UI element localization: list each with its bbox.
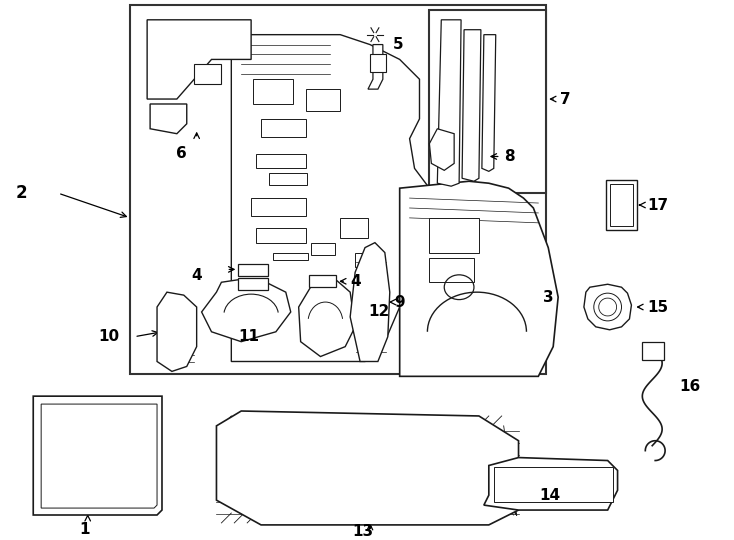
Bar	[256, 228, 305, 242]
Text: 3: 3	[543, 289, 554, 305]
Text: 13: 13	[352, 524, 374, 539]
Bar	[494, 468, 613, 502]
Text: 4: 4	[192, 268, 203, 283]
Text: 14: 14	[539, 488, 561, 503]
Text: 1: 1	[79, 522, 90, 537]
Polygon shape	[429, 129, 454, 170]
Bar	[269, 173, 307, 185]
Bar	[610, 184, 633, 226]
Bar	[194, 64, 222, 84]
Text: 7: 7	[560, 92, 571, 106]
Polygon shape	[202, 279, 291, 342]
Bar	[606, 180, 637, 230]
Polygon shape	[41, 404, 157, 508]
Text: 2: 2	[15, 184, 27, 202]
Text: 11: 11	[239, 329, 260, 344]
Polygon shape	[299, 279, 355, 356]
Bar	[429, 258, 474, 282]
Polygon shape	[147, 20, 251, 99]
Bar	[131, 5, 546, 374]
Bar	[429, 10, 546, 193]
Bar	[273, 253, 308, 260]
Polygon shape	[482, 35, 495, 171]
Text: 9: 9	[395, 294, 405, 309]
Text: 10: 10	[98, 329, 120, 344]
Text: 17: 17	[647, 198, 669, 213]
Polygon shape	[231, 35, 429, 361]
Polygon shape	[584, 284, 631, 330]
Polygon shape	[462, 30, 481, 181]
Bar	[253, 79, 293, 104]
Bar	[355, 253, 377, 267]
Bar	[341, 218, 368, 238]
Bar	[310, 242, 335, 254]
Bar	[305, 89, 341, 111]
Polygon shape	[157, 292, 197, 372]
Text: 12: 12	[368, 305, 389, 320]
Polygon shape	[484, 457, 617, 510]
Bar	[251, 198, 305, 216]
Polygon shape	[437, 20, 461, 186]
Polygon shape	[33, 396, 162, 515]
Bar	[370, 55, 386, 72]
Bar	[239, 278, 268, 290]
Text: 15: 15	[647, 300, 669, 314]
Text: 6: 6	[176, 146, 187, 161]
Polygon shape	[368, 45, 383, 89]
Bar	[239, 265, 268, 276]
Polygon shape	[217, 411, 518, 525]
Text: 8: 8	[504, 149, 515, 164]
Text: 4: 4	[350, 274, 361, 289]
Polygon shape	[350, 242, 390, 361]
Bar	[429, 218, 479, 253]
Polygon shape	[150, 104, 186, 134]
Bar	[261, 119, 305, 137]
Bar	[642, 342, 664, 360]
Bar	[256, 153, 305, 168]
Bar	[308, 275, 336, 287]
Polygon shape	[400, 181, 558, 376]
Text: 16: 16	[679, 379, 700, 394]
Text: 5: 5	[393, 37, 404, 52]
